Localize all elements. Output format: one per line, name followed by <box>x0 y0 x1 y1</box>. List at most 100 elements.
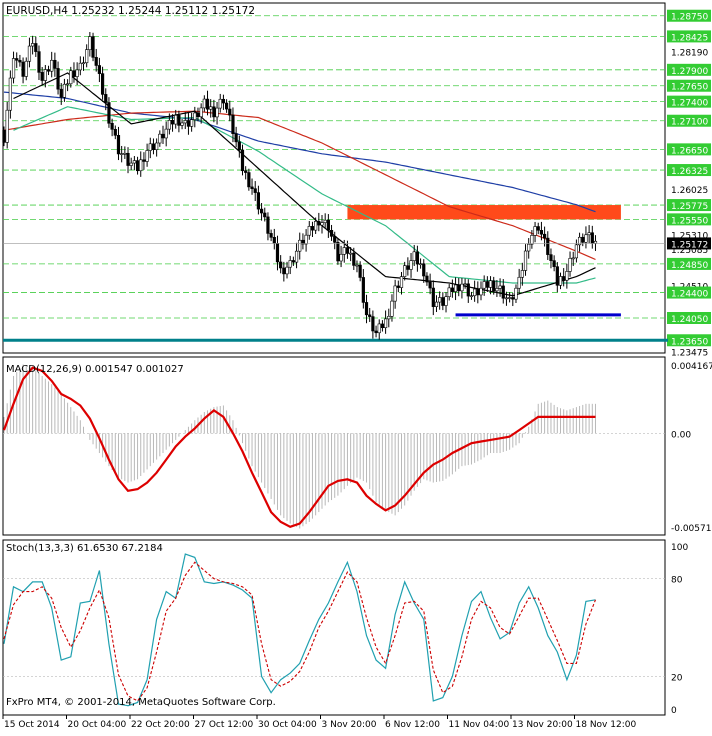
candle-body <box>387 316 391 320</box>
candle-body <box>177 114 181 126</box>
candle-body <box>94 57 98 66</box>
candle-body <box>542 233 547 239</box>
candle-body <box>196 112 200 118</box>
price-label-box <box>667 63 711 76</box>
candle-body <box>27 45 32 62</box>
candle-body <box>399 276 404 288</box>
time-axis-label: 3 Nov 20:00 <box>322 720 377 730</box>
candle-body <box>107 102 111 124</box>
stoch-signal-line <box>3 561 597 702</box>
candle-body <box>205 98 210 110</box>
moving-average-red <box>3 110 596 261</box>
candle-body <box>476 288 480 296</box>
time-axis-label: 18 Nov 12:00 <box>576 720 637 730</box>
candle-body <box>377 323 381 334</box>
candle-body <box>78 62 82 71</box>
candle-body <box>418 263 423 266</box>
moving-average-green <box>13 106 596 284</box>
candle-body <box>555 266 559 286</box>
candle-body <box>447 287 451 298</box>
candle-body <box>571 257 575 260</box>
candle-body <box>31 43 35 47</box>
candle-body <box>158 133 162 144</box>
candle-body <box>120 153 124 155</box>
candle-body <box>53 59 57 69</box>
candle-body <box>558 276 563 286</box>
price-axis-label: 1.28425 <box>671 33 708 43</box>
candle-body <box>438 297 442 303</box>
candle-body <box>574 244 578 259</box>
candle-body <box>568 258 572 272</box>
candle-body <box>523 250 528 271</box>
candle-body <box>415 251 420 265</box>
candle-body <box>59 88 63 98</box>
candle-body <box>263 212 267 218</box>
candle-body <box>18 59 22 63</box>
candle-body <box>161 133 165 139</box>
candle-body <box>536 226 540 231</box>
candle-body <box>212 106 216 118</box>
candle-body <box>56 68 60 90</box>
candle-body <box>279 261 283 269</box>
stoch-header: Stoch(13,3,3) 61.6530 67.2184 <box>6 543 163 554</box>
macd-signal-line <box>2 366 596 528</box>
candle-body <box>231 114 235 135</box>
candle-body <box>43 69 47 81</box>
candle-body <box>514 287 518 300</box>
candle-body <box>546 237 550 255</box>
candle-body <box>113 128 117 136</box>
time-axis-label: 30 Oct 04:00 <box>258 720 317 730</box>
price-header: EURUSD,H4 1.25232 1.25244 1.25112 1.2517… <box>6 5 255 17</box>
candle-body <box>151 143 156 151</box>
candle-body <box>215 107 219 118</box>
candle-body <box>69 70 73 85</box>
stoch-pane: 100 80 20 0 <box>2 539 688 716</box>
price-label-box <box>667 213 711 226</box>
candle-body <box>97 65 101 74</box>
time-axis-label: 13 Nov 20:00 <box>512 720 573 730</box>
candle-body <box>85 49 89 64</box>
candle-body <box>234 133 238 143</box>
candle-body <box>473 288 477 297</box>
candle-body <box>383 318 388 329</box>
candle-body <box>269 233 273 238</box>
candle-body <box>422 263 426 277</box>
candle-body <box>288 260 292 268</box>
candle-body <box>457 284 461 292</box>
candle-body <box>434 301 439 307</box>
candle-body <box>508 297 512 299</box>
candle-body <box>581 236 585 243</box>
price-label-box <box>667 95 711 108</box>
candle-body <box>116 135 121 155</box>
candle-body <box>425 275 429 283</box>
pane-frame <box>2 2 666 354</box>
candle-body <box>24 60 28 77</box>
candle-body <box>145 150 149 162</box>
candle-body <box>333 236 337 243</box>
candle-body <box>266 216 270 234</box>
candle-body <box>34 43 38 52</box>
candle-body <box>202 98 206 109</box>
candle-body <box>180 122 184 126</box>
candle-body <box>441 297 445 306</box>
price-axis-label: 1.28190 <box>671 48 708 58</box>
candle-body <box>492 280 496 292</box>
candle-body <box>298 239 302 252</box>
price-label-box <box>667 79 711 92</box>
candle-body <box>317 221 321 226</box>
time-axis-label: 15 Oct 2014 <box>4 720 60 730</box>
candle-body <box>304 234 308 245</box>
price-label-box <box>667 199 711 212</box>
candle-body <box>336 242 340 262</box>
candle-body <box>501 285 505 299</box>
candle-body <box>104 94 108 103</box>
candle-body <box>164 128 168 139</box>
candle-body <box>320 222 324 226</box>
candle-body <box>495 288 499 292</box>
candle-body <box>349 252 353 255</box>
candle-body <box>129 162 133 166</box>
candle-body <box>590 232 594 244</box>
candle-body <box>37 51 41 73</box>
stoch-axis-label: 100 <box>671 543 688 553</box>
candle-body <box>368 314 372 317</box>
